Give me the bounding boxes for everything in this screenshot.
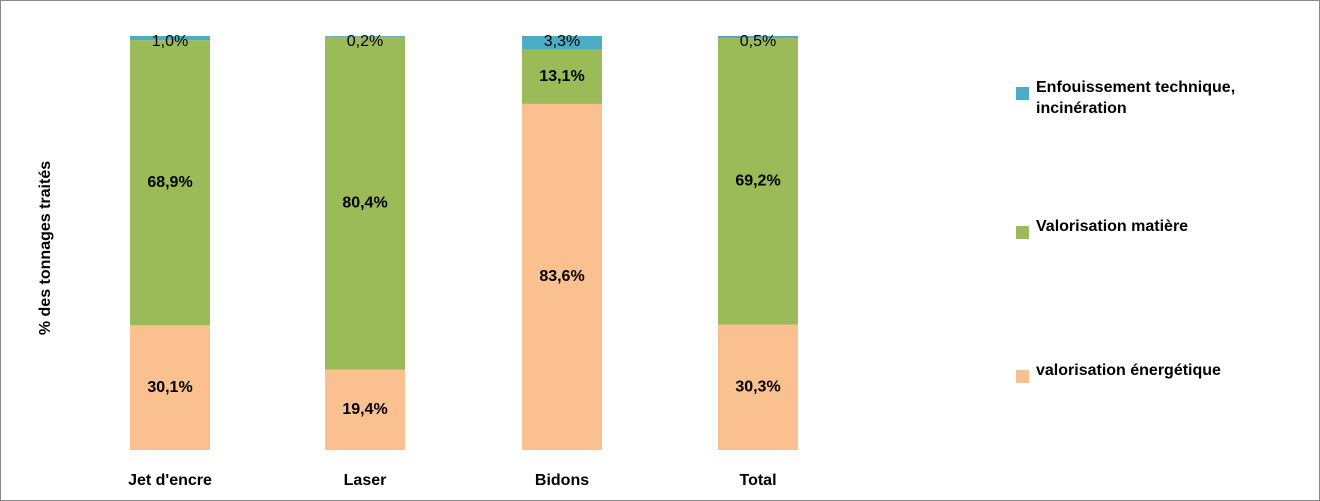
data-label: 0,2% (347, 33, 383, 50)
data-label: 30,1% (147, 379, 192, 396)
bar-segment (325, 369, 405, 450)
data-label: 0,5% (740, 33, 776, 50)
x-tick-label: Total (739, 472, 776, 489)
bar-segment (522, 36, 602, 50)
data-label: 13,1% (539, 68, 584, 85)
bar-segment (522, 103, 602, 451)
data-label: 1,0% (152, 33, 188, 50)
legend-label: Valorisation matière (1036, 218, 1189, 235)
data-label: 3,3% (544, 33, 580, 50)
data-label: 68,9% (147, 174, 192, 191)
bar-segment (718, 324, 798, 450)
bar-segment (718, 38, 798, 325)
legend-label: Enfouissement technique, incinération (1036, 79, 1236, 117)
legend-swatch (1016, 226, 1029, 239)
x-tick-label: Bidons (535, 472, 589, 489)
bar-segment (522, 49, 602, 104)
data-label: 30,3% (735, 378, 780, 395)
legend-swatch (1016, 87, 1029, 100)
bar-segment (130, 36, 210, 41)
data-label: 80,4% (342, 194, 387, 211)
bar-segment (130, 40, 210, 326)
legend-swatch (1016, 370, 1029, 383)
data-label: 69,2% (735, 173, 780, 190)
data-label: 19,4% (342, 401, 387, 418)
legend-label: valorisation énergétique (1036, 362, 1221, 379)
data-label: 83,6% (539, 268, 584, 285)
x-tick-label: Jet d'encre (128, 472, 212, 489)
bar-segment (325, 36, 405, 370)
x-tick-label: Laser (344, 472, 387, 489)
y-axis-label: % des tonnages traités (37, 161, 54, 335)
bar-segment (130, 325, 210, 450)
bar-segment (718, 36, 798, 39)
bar-segment (325, 36, 405, 37)
